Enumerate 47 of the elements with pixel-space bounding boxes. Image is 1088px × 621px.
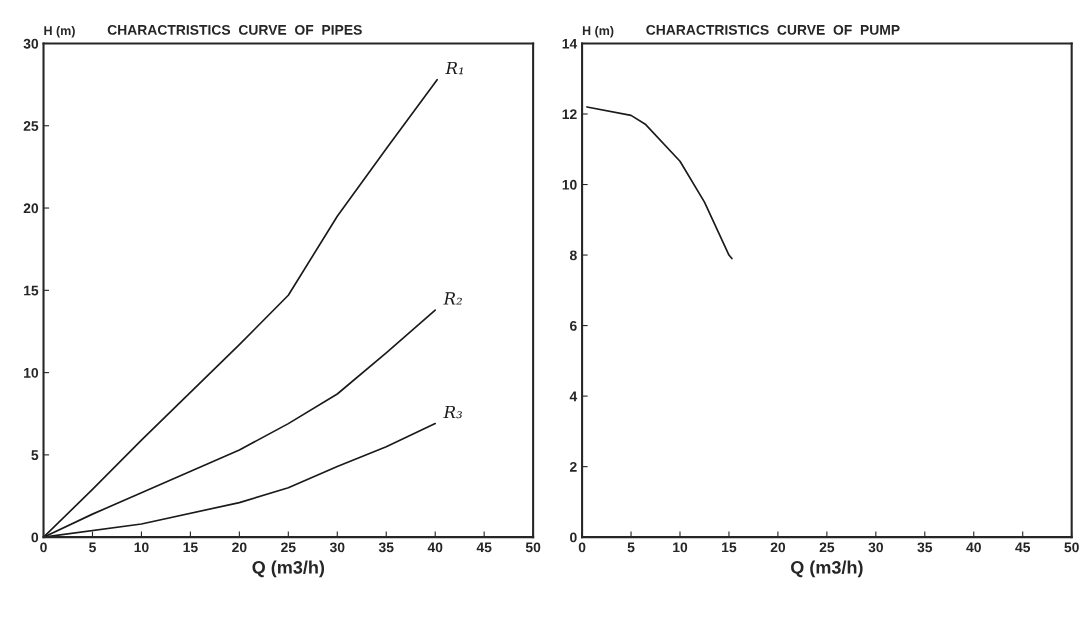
x-tick-label: 0 (40, 542, 47, 553)
x-tick-label: 50 (525, 542, 541, 553)
x-tick-label: 50 (1064, 542, 1079, 553)
y-tick-label: 20 (23, 203, 39, 214)
x-axis-title: Q (m3/h) (252, 560, 325, 578)
y-tick-label: 2 (569, 461, 577, 472)
x-tick-label: 25 (281, 542, 296, 553)
y-tick-label: 4 (569, 391, 578, 402)
x-axis-title: Q (m3/h) (791, 560, 863, 578)
y-tick-label: 8 (569, 250, 577, 261)
y-tick-label: 5 (31, 450, 39, 461)
x-tick-label: 5 (89, 542, 96, 553)
x-tick-label: 10 (673, 542, 688, 553)
x-tick-label: 30 (329, 542, 345, 553)
x-tick-label: 10 (134, 542, 149, 553)
x-tick-label: 20 (770, 542, 786, 553)
y-tick-label: 30 (23, 38, 39, 49)
x-tick-label: 15 (722, 542, 737, 553)
y-tick-label: 14 (562, 38, 578, 49)
x-tick-label: 35 (378, 542, 394, 553)
y-tick-label: 10 (24, 367, 39, 378)
y-tick-label: 15 (24, 285, 39, 296)
y-tick-label: 10 (562, 179, 577, 190)
series-label: R₂ (443, 292, 462, 305)
x-tick-label: 30 (868, 542, 883, 553)
line-series (586, 106, 733, 260)
x-tick-label: 25 (819, 542, 835, 553)
chart-title: CHARACTRISTICS CURVE OF PIPES (107, 24, 362, 35)
x-tick-label: 5 (627, 542, 635, 553)
y-tick-label: 6 (570, 320, 577, 331)
y-tick-label: 12 (562, 109, 577, 120)
x-tick-label: 40 (427, 542, 443, 553)
y-axis-title: H (m) (44, 25, 75, 38)
y-tick-label: 0 (31, 532, 39, 543)
x-tick-label: 40 (966, 542, 981, 553)
series-label: R₁ (445, 61, 463, 75)
x-tick-label: 45 (476, 542, 492, 553)
x-tick-label: 35 (917, 542, 933, 553)
x-tick-label: 15 (183, 542, 198, 553)
chart-title: CHARACTRISTICS CURVE OF PUMP (646, 24, 900, 35)
x-tick-label: 45 (1015, 542, 1031, 553)
series-label: R₃ (443, 405, 462, 419)
y-axis-title: H (m) (582, 25, 614, 38)
y-tick-label: 25 (23, 121, 39, 131)
x-tick-label: 20 (232, 542, 247, 553)
x-tick-label: 0 (578, 542, 586, 553)
y-tick-label: 0 (570, 532, 577, 543)
